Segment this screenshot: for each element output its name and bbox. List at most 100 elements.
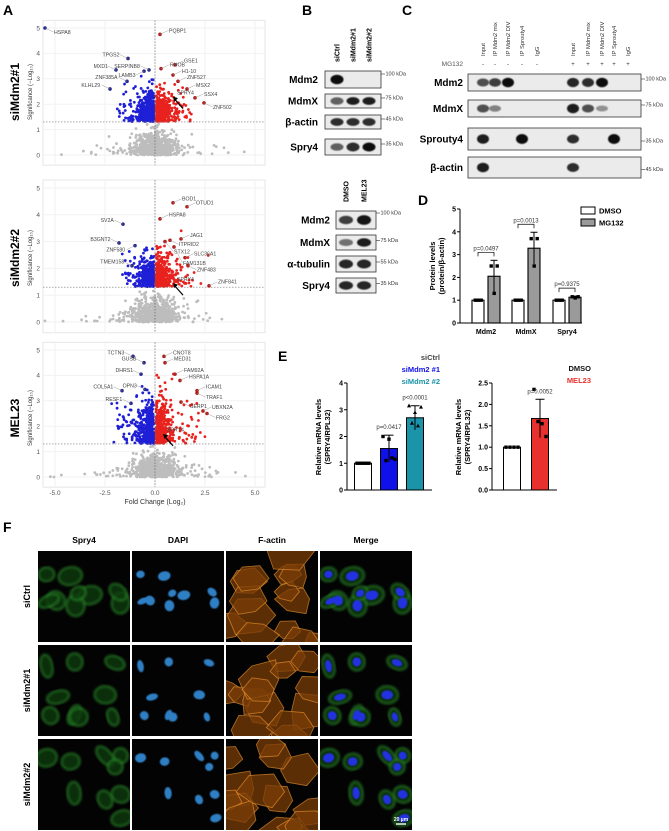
gene-label-frg2: FRG2 (216, 415, 230, 421)
point-not-significant (163, 467, 167, 471)
point-not-significant (139, 135, 143, 139)
point-not-significant (151, 125, 155, 129)
point-upregulated (164, 99, 168, 103)
point-not-significant (180, 144, 184, 148)
panel-label-b: B (302, 2, 312, 18)
replicate-point (361, 461, 365, 465)
point-not-significant (149, 296, 153, 300)
point-downregulated (140, 422, 144, 426)
point-not-significant (159, 318, 163, 321)
molecular-weight-label: 100 kDa (646, 77, 667, 83)
point-downregulated (124, 419, 128, 423)
point-not-significant (129, 305, 133, 309)
point-downregulated (137, 266, 140, 270)
band (357, 215, 371, 225)
point-not-significant (139, 152, 142, 156)
point-not-significant (167, 317, 171, 321)
point-not-significant (184, 465, 188, 469)
y-tick-label: 0 (36, 474, 40, 481)
blot-mdm2 (335, 210, 377, 230)
point-upregulated (155, 276, 158, 280)
replicate-point (419, 404, 423, 409)
significance-bracket (517, 223, 535, 229)
y-tick-label: 5 (36, 25, 40, 32)
point-not-significant (153, 315, 157, 318)
bar-mg132-spry4 (568, 296, 582, 324)
y-tick-label: 0.5 (478, 466, 488, 473)
lane-label-simdm2-1: siMdm2#1 (351, 28, 358, 62)
point-downregulated (143, 432, 146, 435)
point-not-significant (174, 146, 178, 150)
point-not-significant (165, 142, 169, 146)
volcano-row-label-1: siMdm2#1 (8, 63, 22, 121)
y-tick-label: 3 (36, 239, 40, 246)
point-not-significant (155, 308, 159, 312)
point-not-significant (143, 296, 146, 299)
molecular-weight-label: 45 kDa (646, 167, 664, 173)
gene-label-lamb3: LAMB3 (119, 73, 136, 79)
point-not-significant (186, 472, 190, 475)
point-upregulated (164, 398, 168, 402)
point-not-significant (127, 320, 130, 324)
point-not-significant (151, 312, 154, 316)
point-upregulated (157, 283, 161, 287)
point-not-significant (165, 311, 169, 315)
point-downregulated (140, 257, 144, 261)
replicate-point (479, 298, 483, 302)
point-not-significant (170, 318, 174, 322)
treatment-sign: + (571, 62, 575, 68)
labeled-point (129, 401, 133, 406)
point-downregulated (115, 107, 119, 111)
point-downregulated (152, 263, 155, 267)
panel-label-a: A (3, 2, 13, 18)
label-leader-line (107, 65, 117, 71)
point-downregulated (144, 264, 148, 268)
legend-label-simdm2-1: siMdm2 #1 (402, 365, 440, 374)
labeled-point (202, 101, 206, 105)
point-upregulated (164, 109, 168, 113)
point-not-significant (171, 313, 175, 317)
point-not-significant (84, 314, 88, 318)
blot-mdm2 (324, 70, 382, 89)
replicate-point (544, 434, 548, 439)
point-not-significant (118, 310, 122, 314)
blot-actin (467, 156, 642, 179)
point-downregulated (142, 104, 146, 108)
point-downregulated (121, 111, 125, 115)
point-not-significant (152, 145, 156, 149)
point-downregulated (122, 432, 126, 436)
replicate-point (560, 298, 564, 302)
point-downregulated (146, 268, 149, 272)
point-downregulated (142, 251, 145, 255)
point-not-significant (135, 311, 138, 315)
point-not-significant (190, 132, 194, 136)
point-upregulated (157, 408, 161, 412)
band (330, 97, 344, 105)
point-not-significant (209, 475, 213, 479)
point-not-significant (190, 466, 194, 469)
point-not-significant (135, 452, 138, 456)
point-not-significant (161, 137, 165, 141)
point-not-significant (169, 132, 173, 136)
point-upregulated (155, 85, 159, 89)
p-value-label: p=0.0497 (473, 246, 499, 252)
point-downregulated (133, 281, 137, 285)
point-not-significant (181, 310, 184, 314)
point-not-significant (182, 304, 185, 308)
point-downregulated (148, 408, 152, 412)
point-downregulated (142, 269, 145, 273)
point-upregulated (155, 119, 158, 123)
point-upregulated (158, 266, 161, 270)
blot-row-label: MdmX (300, 238, 330, 249)
blot-row-label: β-actin (285, 118, 318, 129)
point-not-significant (125, 314, 129, 318)
row-label-simdm2-1: siMdm2#1 (22, 669, 32, 713)
gene-label-col5a1: COL5A1 (93, 385, 113, 391)
point-upregulated (164, 282, 168, 286)
point-not-significant (115, 473, 119, 477)
label-leader-line (118, 77, 128, 82)
point-not-significant (180, 148, 184, 152)
point-upregulated (175, 257, 179, 261)
gene-label-med31: MED31 (174, 357, 191, 363)
arrow-head-icon (173, 96, 178, 102)
